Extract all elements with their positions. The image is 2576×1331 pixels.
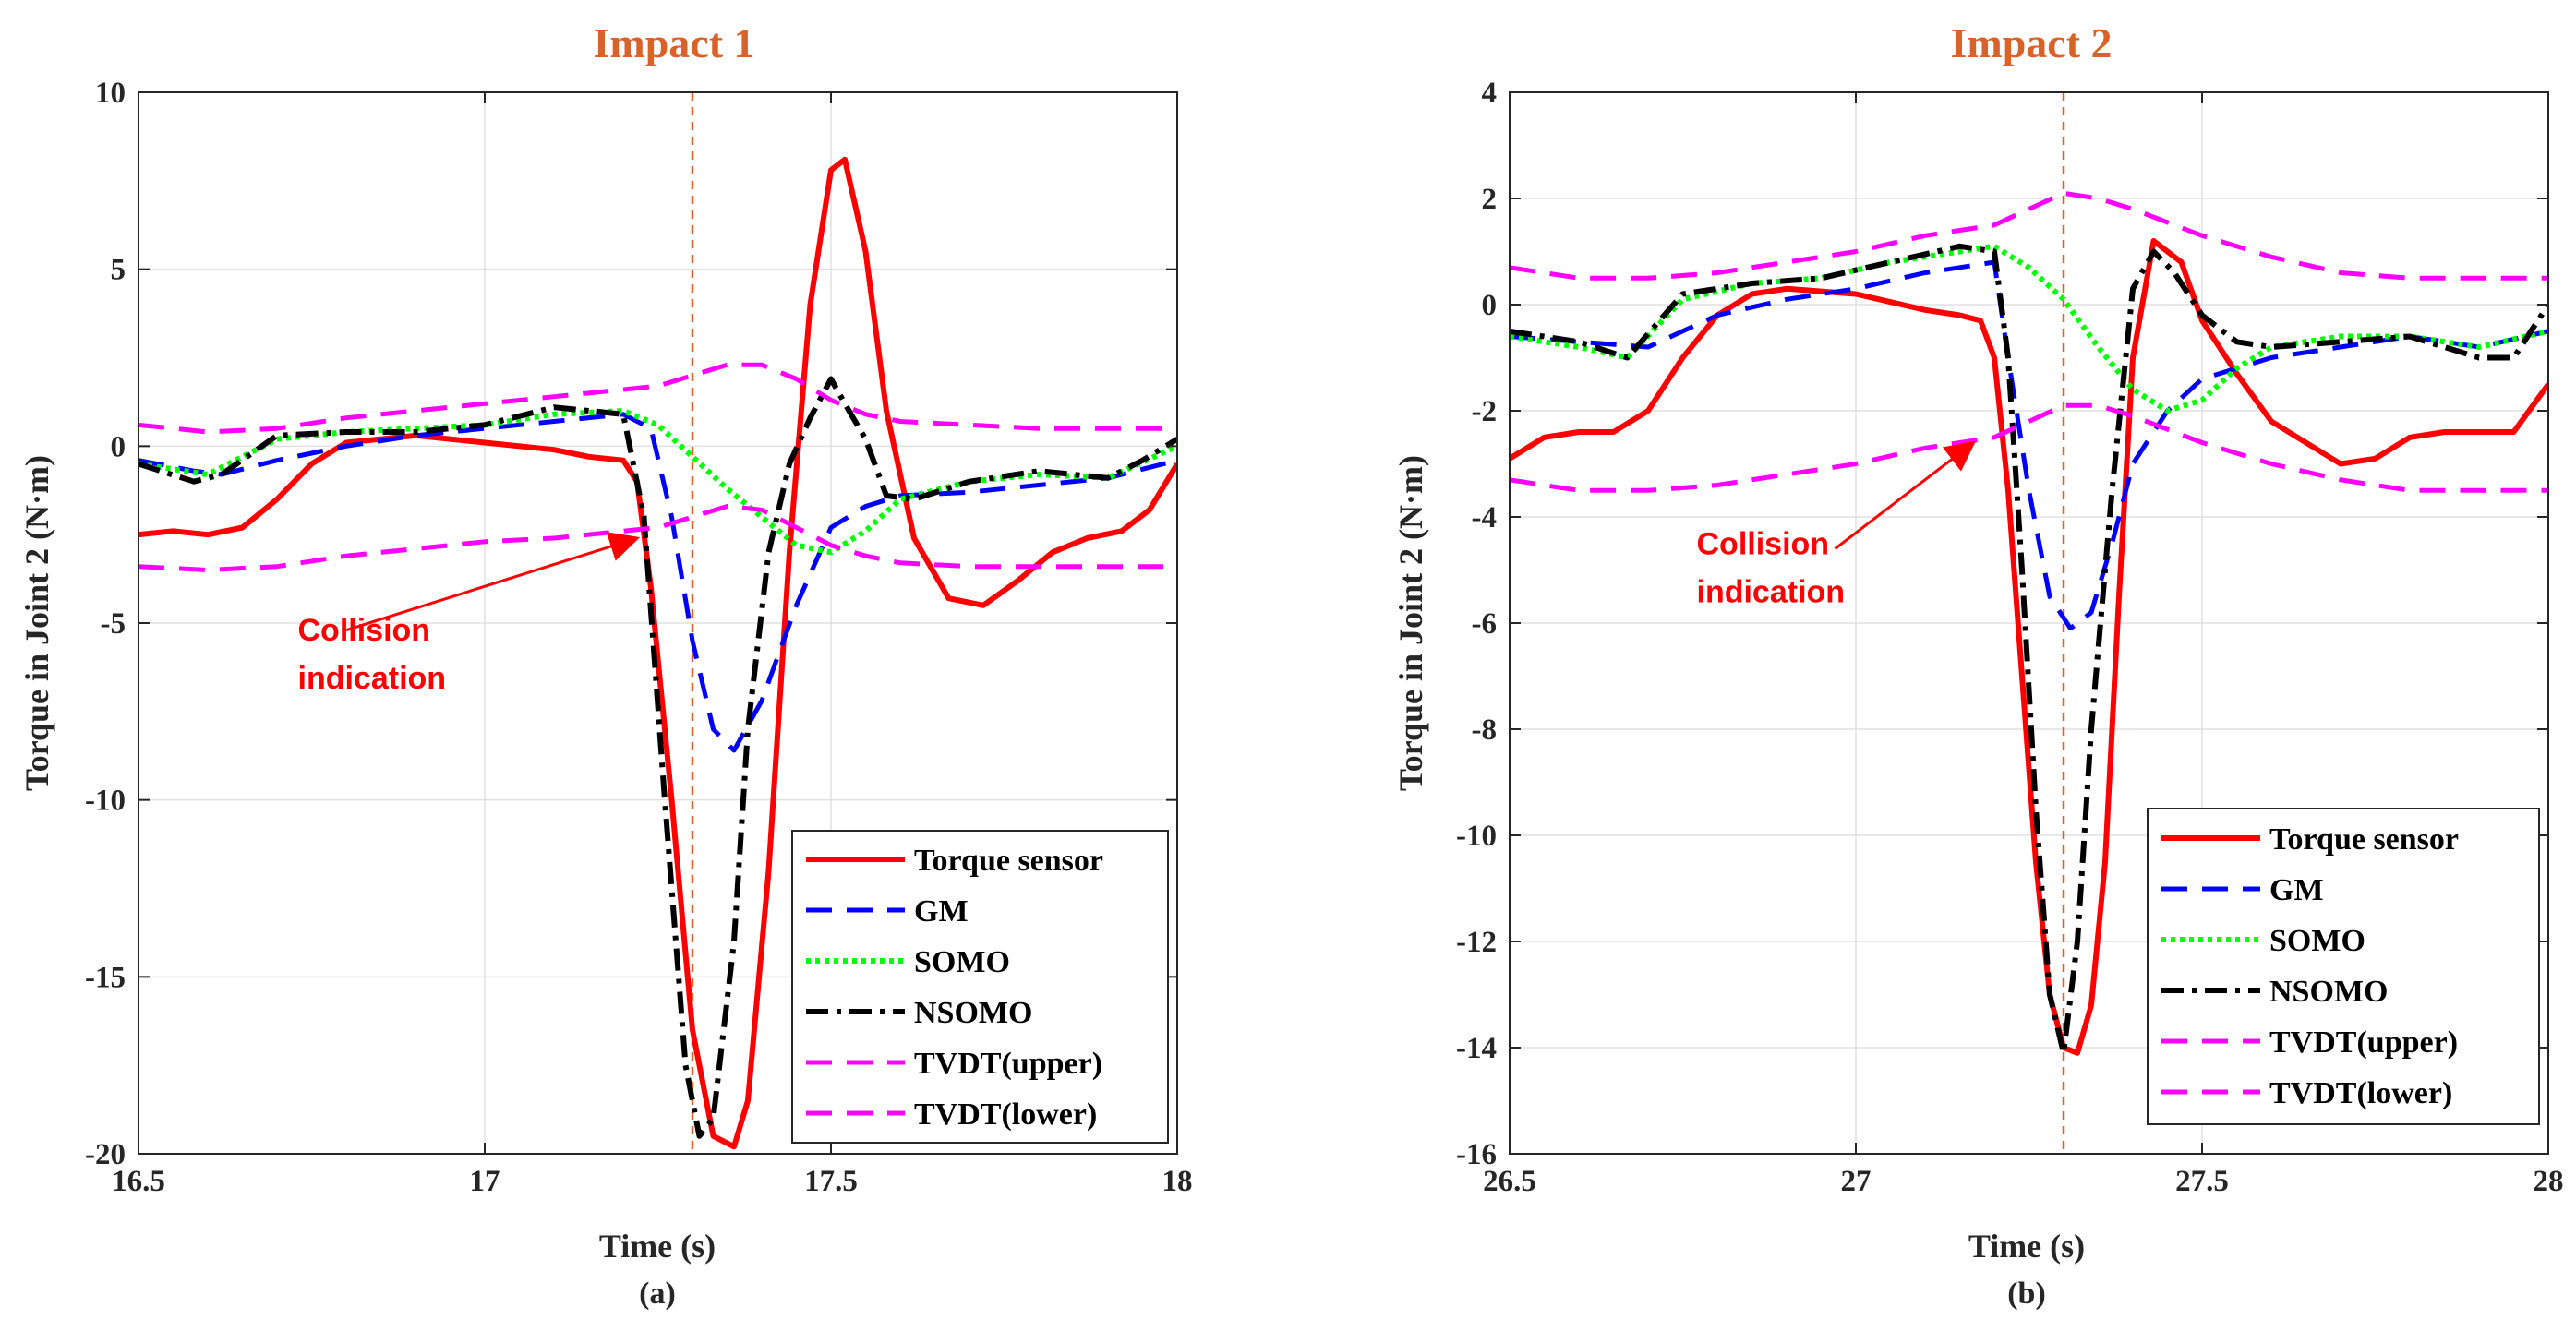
y-tick-label: 2 (1482, 183, 1498, 216)
series-group (138, 156, 1177, 1150)
y-tick-label: -2 (1472, 395, 1498, 428)
y-tick-label: 10 (95, 77, 126, 110)
x-tick-label: 26.5 (1483, 1165, 1536, 1198)
y-tick-label: -16 (1456, 1138, 1497, 1171)
series-line-torque-sensor (138, 156, 1177, 1150)
panel-label: (a) (639, 1277, 676, 1311)
legend-box (2147, 808, 2540, 1125)
tick-group: 16.5 17 17.5 18 -20 -15 -10 -5 0 5 10 (85, 77, 1193, 1198)
tick-group: 26.5 27 27.5 28 -16 -14 -12 -10 -8 -6 -4 -2 0 2 4 (1456, 77, 2564, 1198)
chart-title: Impact 2 (1950, 19, 2112, 66)
series-line-tvdt-lower (1510, 402, 2548, 493)
legend-label-torque-sensor: Torque sensor (2269, 822, 2459, 857)
legend-label-gm: GM (914, 894, 969, 929)
series-line-somo (1510, 243, 2548, 414)
legend-label-tvdt-upper: TVDT(upper) (2269, 1025, 2458, 1060)
series-line-nsomo (1510, 243, 2548, 1056)
x-axis-label: Time (s) (1968, 1228, 2085, 1265)
y-tick-label: 4 (1482, 77, 1498, 110)
annotation-line-2: indication (1697, 574, 1846, 609)
annotation-line-2: indication (298, 661, 447, 696)
legend-label-tvdt-lower: TVDT(lower) (914, 1097, 1097, 1132)
annotation-arrow (345, 532, 641, 632)
y-tick-label: -4 (1472, 501, 1498, 534)
y-tick-label: -20 (85, 1138, 126, 1171)
y-tick-label: -8 (1472, 713, 1498, 747)
y-tick-label: 0 (1482, 289, 1498, 322)
y-tick-label: 0 (111, 430, 126, 463)
x-axis-label: Time (s) (599, 1228, 716, 1265)
legend-label-gm: GM (2269, 873, 2324, 907)
x-tick-label: 28 (2534, 1165, 2564, 1198)
series-line-somo (138, 408, 1177, 556)
series-line-tvdt-upper (138, 362, 1177, 435)
y-tick-label: -10 (85, 785, 126, 818)
series-line-tvdt-upper (1510, 190, 2548, 281)
annotation-line-1: Collision (298, 613, 431, 648)
x-tick-label: 16.5 (112, 1165, 165, 1198)
y-tick-label: -15 (85, 961, 126, 994)
x-tick-label: 27 (1841, 1165, 1872, 1198)
series-line-torque-sensor (1510, 238, 2548, 1056)
chart-title: Impact 1 (593, 19, 754, 66)
legend-label-nsomo: NSOMO (2269, 975, 2388, 1009)
series-line-nsomo (138, 376, 1177, 1139)
legend-label-tvdt-lower: TVDT(lower) (2269, 1076, 2452, 1110)
y-tick-label: -5 (101, 607, 126, 641)
legend-label-somo: SOMO (914, 945, 1010, 979)
x-tick-label: 18 (1162, 1165, 1193, 1198)
annotation-arrow (1834, 440, 1977, 550)
legend-label-torque-sensor: Torque sensor (914, 844, 1103, 878)
y-tick-label: -6 (1472, 607, 1498, 641)
legend: Torque sensor GM SOMO NSOMO TVDT(upper) … (791, 830, 1169, 1144)
legend-box (791, 830, 1169, 1144)
y-tick-label: -12 (1456, 926, 1497, 959)
series-line-gm (1510, 259, 2548, 631)
panel-label: (b) (2007, 1277, 2046, 1311)
annotation-line-1: Collision (1697, 526, 1830, 561)
chart-panel-impact-2: Impact 2 26.5 27 27.5 28 -16 -14 -12 -10 -8 -6 -4 -… (1392, 19, 2564, 1311)
legend-label-tvdt-upper: TVDT(upper) (914, 1047, 1102, 1081)
legend-label-nsomo: NSOMO (914, 996, 1032, 1030)
collision-annotation: Collision indication (298, 532, 641, 696)
legend-label-somo: SOMO (2269, 924, 2365, 958)
collision-annotation: Collision indication (1697, 440, 1977, 609)
chart-panel-impact-1: Impact 1 16.5 17 17.5 18 -20 -15 -10 -5 0 5 10 Col… (18, 19, 1193, 1311)
x-tick-label: 17.5 (804, 1165, 858, 1198)
series-group (1510, 190, 2548, 1056)
y-tick-label: -14 (1456, 1032, 1497, 1065)
y-tick-label: -10 (1456, 820, 1497, 853)
x-tick-label: 17 (470, 1165, 500, 1198)
series-line-tvdt-lower (138, 504, 1177, 572)
y-tick-label: 5 (111, 254, 126, 287)
y-axis-label: Torque in Joint 2 (N·m) (1392, 455, 1429, 791)
y-axis-label: Torque in Joint 2 (N·m) (18, 455, 55, 791)
x-tick-label: 27.5 (2175, 1165, 2229, 1198)
legend: Torque sensor GM SOMO NSOMO TVDT(upper) … (2147, 808, 2540, 1125)
